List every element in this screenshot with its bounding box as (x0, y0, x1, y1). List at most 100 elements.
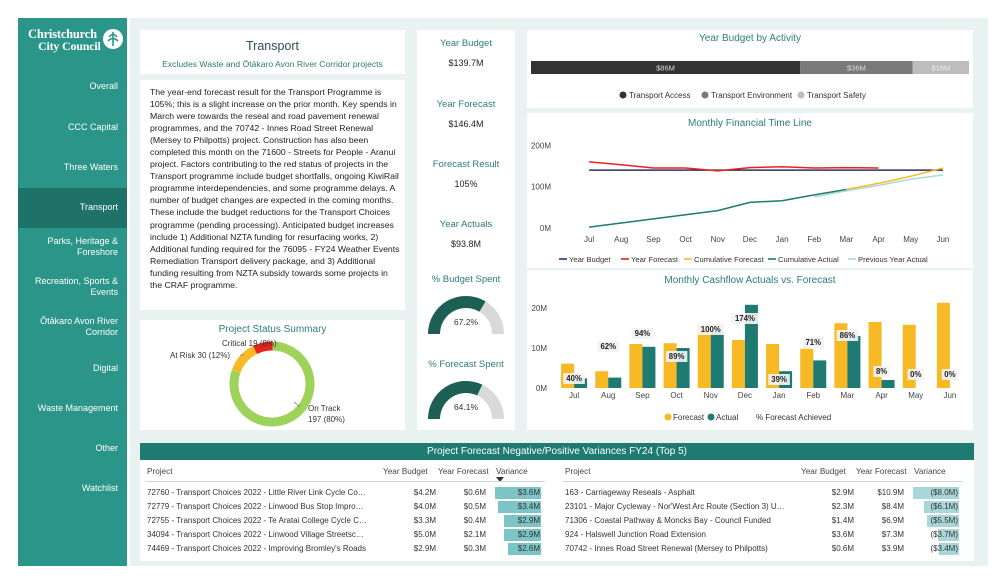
variance-bar (939, 543, 959, 555)
y-tick-label: 200M (531, 141, 551, 150)
table-divider (145, 481, 545, 482)
column-header-project[interactable]: Project (147, 467, 173, 476)
pct-label: 39% (771, 375, 787, 384)
project-cell: 72779 - Transport Choices 2022 - Linwood… (147, 502, 364, 511)
x-tick-label: Apr (875, 391, 888, 400)
variance-bar (503, 529, 541, 541)
pct-label-bg (731, 313, 759, 324)
column-header-variance[interactable]: Variance (914, 467, 946, 476)
sidebar-item-overall[interactable]: Overall (89, 81, 118, 91)
variance-cell: ($6.1M) (930, 502, 958, 511)
column-header-year-forecast[interactable]: Year Forecast (438, 467, 489, 476)
sidebar-item-three-waters[interactable]: Three Waters (63, 162, 118, 172)
sidebar-item-transport[interactable]: Transport (18, 188, 127, 228)
x-tick-label: Dec (738, 391, 752, 400)
pct-label-bg (697, 324, 725, 335)
x-tick-label: Sep (646, 235, 661, 244)
variance-cell: ($3.7M) (930, 530, 958, 539)
forecast-result-label: Forecast Result (432, 159, 500, 170)
pct-label: 86% (840, 331, 856, 340)
variance-cell: $2.9M (517, 516, 540, 525)
series-line (846, 167, 944, 191)
x-tick-label: Jun (936, 235, 949, 244)
table-row[interactable]: 70742 - Innes Road Street Renewal (Merse… (558, 543, 973, 556)
pct-label-bg (563, 373, 585, 384)
x-tick-label: Oct (679, 235, 692, 244)
legend-marker (797, 91, 805, 99)
variance-cell: ($5.5M) (930, 516, 958, 525)
variance-bar (495, 487, 541, 499)
pct-label: 8% (876, 367, 887, 376)
donut-segment (252, 341, 273, 355)
budget-segment (912, 61, 969, 74)
budget-cell: $0.6M (831, 544, 854, 553)
table-row[interactable]: 163 - Carriageway Reseals - Asphalt $2.9M… (558, 487, 973, 500)
donut-segment (229, 341, 315, 427)
forecast-bar (731, 340, 745, 388)
table-row[interactable]: 71306 - Coastal Pathway & Moncks Bay - C… (558, 515, 973, 528)
legend-label: Transport Environment (711, 91, 793, 100)
sort-desc-icon[interactable] (496, 477, 504, 483)
sidebar-item-ccc-capital[interactable]: CCC Capital (67, 122, 118, 132)
table-row[interactable]: 74469 - Transport Choices 2022 - Improvi… (140, 543, 555, 556)
kpi-panel: Year Budget $139.7M Year Forecast $146.4… (417, 30, 515, 430)
sidebar-item-other[interactable]: Other (95, 443, 118, 453)
actual-bar (813, 360, 827, 388)
column-header-variance[interactable]: Variance (496, 467, 528, 476)
forecast-bar (697, 326, 711, 388)
forecast-cell: $3.9M (881, 544, 904, 553)
budget-segment (800, 61, 913, 74)
critical-label: Critical 19 (8%) (222, 339, 277, 348)
x-tick-label: Nov (711, 235, 725, 244)
table-row[interactable]: 72779 - Transport Choices 2022 - Linwood… (140, 501, 555, 514)
pct-label: 89% (669, 352, 685, 361)
sidebar: Christchurch City Council Overall CCC Ca… (18, 18, 127, 566)
legend-label: Forecast (673, 413, 705, 422)
sidebar-item-parks-heritage[interactable]: Parks, Heritage & Foreshore (47, 236, 118, 257)
forecast-cell: $7.3M (881, 530, 904, 539)
sidebar-item-watchlist[interactable]: Watchlist (81, 483, 118, 493)
table-row[interactable]: 72755 - Transport Choices 2022 - Te Arat… (140, 515, 555, 528)
variance-bar (927, 515, 959, 527)
actual-bar (642, 346, 656, 388)
table-row[interactable]: 72760 - Transport Choices 2022 - Little … (140, 487, 555, 500)
forecast-bar (663, 343, 677, 388)
budget-segment (531, 61, 801, 74)
sidebar-item-recreation[interactable]: Recreation, Sports & Events (34, 276, 118, 297)
legend-label: Year Budget (569, 255, 611, 264)
sidebar-item-digital[interactable]: Digital (92, 363, 118, 373)
budget-cell: $1.4M (831, 516, 854, 525)
actual-bar (608, 377, 622, 388)
sidebar-item-waste[interactable]: Waste Management (37, 403, 118, 413)
y-tick-label: 0M (536, 384, 547, 393)
legend-label: Transport Access (629, 91, 691, 100)
column-header-project[interactable]: Project (565, 467, 591, 476)
y-tick-label: 0M (540, 224, 551, 233)
forecast-cell: $10.9M (877, 488, 904, 497)
table-row[interactable]: 23101 - Major Cycleway - Nor'West Arc Ro… (558, 501, 973, 514)
table-row[interactable]: 924 - Halswell Junction Road Extension $3… (558, 529, 973, 542)
forecast-bar (936, 302, 950, 388)
actual-bar (744, 304, 758, 388)
y-tick-label: 100M (531, 183, 551, 192)
column-header-year-budget[interactable]: Year Budget (801, 467, 846, 476)
x-tick-label: Jan (776, 235, 789, 244)
donut-segment (231, 346, 258, 374)
year-budget-value: $139.7M (448, 58, 484, 68)
project-cell: 34094 - Transport Choices 2022 - Linwood… (147, 530, 364, 539)
variance-bar (913, 487, 959, 499)
project-cell: 924 - Halswell Junction Road Extension (565, 530, 706, 539)
segment-label: $18M (931, 64, 950, 73)
table-divider (563, 481, 963, 482)
forecast-spent-value: 64.1% (454, 402, 479, 412)
x-tick-label: Feb (807, 235, 821, 244)
table-row[interactable]: 34094 - Transport Choices 2022 - Linwood… (140, 529, 555, 542)
variance-cell: ($8.0M) (930, 488, 958, 497)
actual-bar (847, 336, 861, 388)
sidebar-item-otakaro[interactable]: Ōtākaro Avon River Corridor (40, 316, 118, 337)
column-header-year-forecast[interactable]: Year Forecast (856, 467, 907, 476)
legend-marker (619, 91, 627, 99)
variances-panel: Project Forecast Negative/Positive Varia… (140, 443, 974, 561)
forecast-cell: $8.4M (881, 502, 904, 511)
column-header-year-budget[interactable]: Year Budget (383, 467, 428, 476)
